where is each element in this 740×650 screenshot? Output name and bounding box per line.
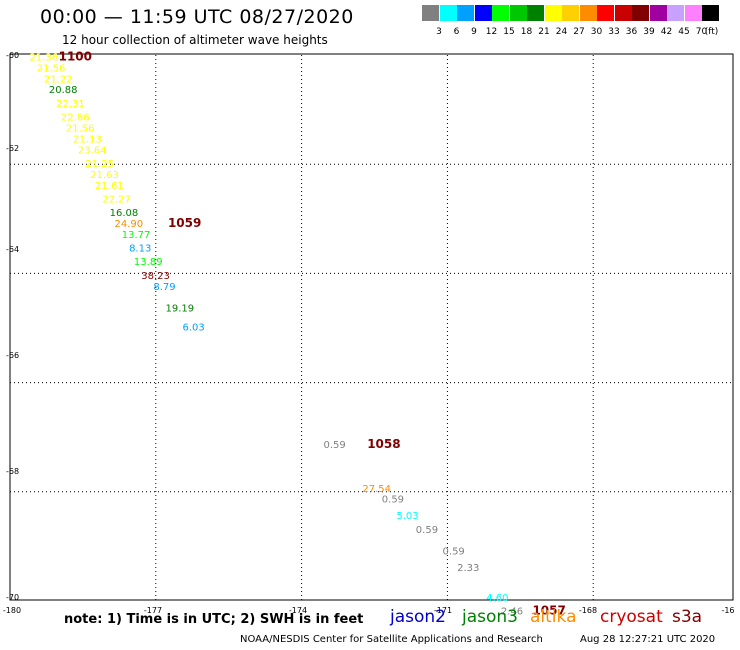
color-swatch (422, 5, 439, 21)
color-scale-label: 36 (625, 27, 638, 37)
map-title: 00:00 — 11:59 UTC 08/27/2020 (40, 6, 354, 28)
wave-height-label: 2.33 (457, 563, 479, 574)
wave-height-label: 22.27 (102, 194, 131, 205)
axis-tick-labels: -180 -177 -174 -171 -168 -16 -60 -62 -64 -66 -68 -7… (3, 51, 735, 615)
wave-height-label: 2.46 (501, 607, 523, 618)
lon-tick-label: -171 (434, 606, 452, 615)
color-swatch (527, 5, 544, 21)
wave-height-label: 22.86 (61, 113, 90, 124)
wave-height-label: 21.25 (85, 159, 114, 170)
lat-tick-label: -66 (6, 351, 19, 360)
color-scale-label: 6 (453, 27, 460, 37)
legend-s3a: s3a (672, 607, 703, 627)
wave-height-label: 21.56 (37, 63, 66, 74)
color-swatch (439, 5, 457, 21)
graticule (10, 55, 733, 600)
wave-height-label: 21.63 (90, 170, 119, 181)
wave-height-label: 4.60 (486, 593, 508, 604)
legend-altika: altika (530, 607, 577, 627)
color-scale-label: 12 (485, 27, 498, 37)
wave-height-label: 21.13 (73, 134, 102, 145)
wave-height-label: 8.79 (153, 282, 175, 293)
color-scale-label: 3 (436, 27, 442, 37)
color-scale-label: 70 (695, 27, 708, 37)
color-swatch (457, 5, 474, 21)
color-swatch (614, 5, 632, 21)
wave-height-label: 0.59 (382, 495, 404, 506)
color-swatch (667, 5, 684, 21)
legend-jason2: jason2 (390, 607, 446, 627)
time-marker-label: 1058 (367, 437, 400, 451)
color-scale-unit: (ft) (704, 27, 719, 37)
wave-height-label: 5.03 (396, 511, 418, 522)
lon-tick-label: -168 (579, 606, 597, 615)
generated-timestamp: Aug 28 12:27:21 UTC 2020 (580, 634, 716, 645)
color-scale-label: 18 (520, 27, 533, 37)
lat-tick-label: -64 (6, 245, 19, 254)
wave-height-label: 23.64 (78, 145, 107, 156)
color-swatch (509, 5, 527, 21)
color-swatch (579, 5, 597, 21)
color-scale-label: 9 (471, 27, 477, 37)
wave-height-label: 13.89 (134, 257, 163, 268)
wave-height-label: 6.03 (183, 323, 205, 334)
color-scale-label: 33 (608, 27, 620, 37)
time-marker-label: 1059 (168, 216, 201, 230)
wave-height-label: 24.90 (114, 219, 143, 230)
wave-height-label: 16.08 (110, 208, 139, 219)
color-scale-label: 27 (573, 27, 585, 37)
lat-tick-label: -70 (6, 593, 19, 602)
wave-height-label: 20.88 (49, 85, 78, 96)
time-marker-label: 1100 (59, 49, 92, 63)
wave-height-label: 27.54 (362, 484, 391, 495)
legend-jason3: jason3 (462, 607, 518, 627)
lat-tick-label: -60 (6, 51, 19, 60)
color-swatch (597, 5, 614, 21)
map-frame (9, 53, 734, 601)
footer-note: note: 1) Time is in UTC; 2) SWH is in fe… (64, 612, 364, 627)
color-swatch (562, 5, 579, 21)
wave-height-label: 21.22 (44, 74, 73, 85)
color-scale-label: 15 (503, 27, 515, 37)
wave-height-label: 19.19 (166, 304, 195, 315)
wave-height-label: 38.23 (141, 271, 170, 282)
wave-height-label: 0.59 (416, 525, 438, 536)
color-swatch (632, 5, 649, 21)
color-swatch (544, 5, 562, 21)
wave-height-label: 8.13 (129, 244, 151, 255)
color-swatch (684, 5, 702, 21)
wave-height-label: 21.36 (29, 52, 58, 63)
color-scale-label: 39 (643, 27, 655, 37)
legend-cryosat: cryosat (600, 607, 663, 627)
color-scale-label: 30 (590, 27, 603, 37)
wave-height-label: 21.56 (66, 123, 95, 134)
credit-line: NOAA/NESDIS Center for Satellite Applica… (240, 634, 543, 645)
wave-height-label: 0.59 (323, 440, 345, 451)
color-swatch (649, 5, 667, 21)
lon-tick-label: -180 (3, 606, 21, 615)
lon-tick-label: -177 (144, 606, 162, 615)
color-swatch (702, 5, 719, 21)
lat-tick-label: -62 (6, 144, 19, 153)
wave-height-observations: 21.3621.5621.2220.8822.3122.8621.5621.13… (29, 49, 565, 617)
color-scale-label: 24 (555, 27, 568, 37)
color-scale-label: 45 (678, 27, 690, 37)
wave-height-label: 22.31 (56, 99, 85, 110)
color-swatch (492, 5, 509, 21)
color-swatch (474, 5, 492, 21)
wave-height-label: 0.59 (443, 547, 465, 558)
wave-height-label: 13.77 (122, 230, 151, 241)
wave-height-label: 21.61 (95, 181, 124, 192)
lon-tick-label: -16 (721, 606, 734, 615)
lon-tick-label: -174 (289, 606, 307, 615)
color-scale-label: 42 (660, 27, 673, 37)
color-scale-label: 21 (538, 27, 550, 37)
time-marker-label: 1057 (532, 604, 565, 618)
lat-tick-label: -68 (6, 467, 19, 476)
map-subtitle: 12 hour collection of altimeter wave hei… (62, 33, 328, 47)
